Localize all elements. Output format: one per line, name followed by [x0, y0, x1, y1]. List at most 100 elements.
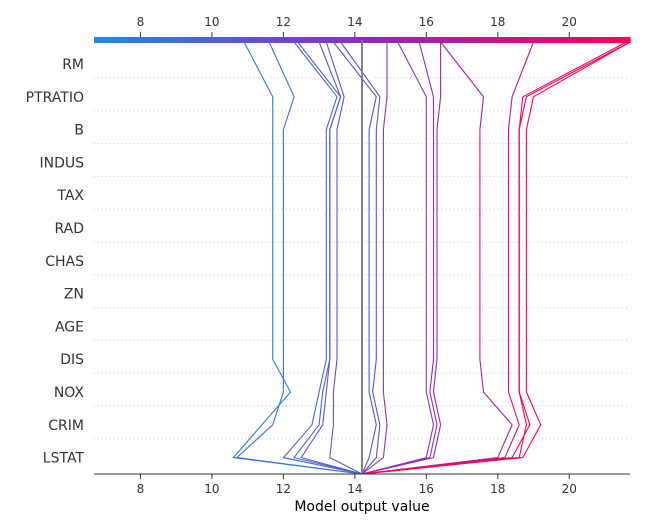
decision-line	[340, 41, 381, 475]
color-bar-segment	[402, 37, 408, 43]
color-bar-segment	[214, 37, 220, 43]
x-tick-label-top: 20	[562, 15, 577, 29]
color-bar-segment	[120, 37, 126, 43]
color-bar-segment	[621, 37, 627, 43]
color-bar-segment	[178, 37, 184, 43]
color-bar-segment	[388, 37, 394, 43]
color-bar-segment	[125, 37, 131, 43]
color-bar-segment	[335, 37, 341, 43]
color-bar-segment	[513, 37, 519, 43]
color-bar-segment	[429, 37, 435, 43]
color-bar-segment	[366, 37, 372, 43]
color-bar-segment	[420, 37, 426, 43]
color-bar-segment	[549, 37, 555, 43]
color-bar-segment	[348, 37, 354, 43]
color-bar-segment	[357, 37, 363, 43]
decision-line	[361, 41, 438, 475]
color-bar-segment	[504, 37, 510, 43]
decision-line	[361, 41, 435, 475]
decision-line	[325, 41, 363, 475]
color-bar-segment	[263, 37, 269, 43]
color-bar-segment	[339, 37, 345, 43]
color-bar-segment	[241, 37, 247, 43]
color-bar-segment	[129, 37, 135, 43]
color-bar-segment	[277, 37, 283, 43]
color-bar-segment	[518, 37, 524, 43]
color-bar-segment	[379, 37, 385, 43]
x-tick-label-top: 14	[347, 15, 362, 29]
color-bar-segment	[174, 37, 180, 43]
color-bar-segment	[286, 37, 292, 43]
decision-line	[235, 41, 363, 475]
output-color-bar	[94, 37, 631, 43]
color-bar-segment	[446, 37, 452, 43]
color-bar-segment	[205, 37, 211, 43]
color-bar-segment	[165, 37, 171, 43]
decision-line	[300, 41, 363, 475]
color-bar-segment	[107, 37, 113, 43]
color-bar-segment	[156, 37, 162, 43]
color-bar-segment	[201, 37, 207, 43]
feature-label: DIS	[60, 352, 84, 368]
decision-line	[293, 41, 363, 475]
color-bar-segment	[585, 37, 591, 43]
color-bar-segment	[169, 37, 175, 43]
color-bar-segment	[308, 37, 314, 43]
x-tick-label: 16	[419, 482, 434, 496]
color-bar-segment	[576, 37, 582, 43]
feature-label: ZN	[64, 287, 84, 303]
color-bar-segment	[299, 37, 305, 43]
color-bar-segment	[183, 37, 189, 43]
x-tick-label-top: 16	[419, 15, 434, 29]
color-bar-segment	[321, 37, 327, 43]
color-bar-segment	[196, 37, 202, 43]
color-bar-segment	[411, 37, 417, 43]
x-tick-label-top: 18	[490, 15, 505, 29]
feature-label: CRIM	[48, 418, 84, 434]
color-bar-segment	[415, 37, 421, 43]
color-bar-segment	[254, 37, 260, 43]
color-bar-segment	[116, 37, 122, 43]
color-bar-segment	[250, 37, 256, 43]
x-axis: 8 8 10 10 12 12 14 14 16 16 18 18 20 20	[94, 15, 630, 496]
decision-line	[361, 41, 513, 475]
x-axis-title: Model output value	[294, 499, 429, 515]
feature-label: NOX	[54, 385, 85, 401]
decision-line	[361, 41, 627, 475]
color-bar-segment	[567, 37, 573, 43]
feature-label: TAX	[56, 188, 84, 204]
color-bar-segment	[111, 37, 117, 43]
color-bar-segment	[464, 37, 470, 43]
color-bar-segment	[554, 37, 560, 43]
x-tick-label: 18	[490, 482, 505, 496]
color-bar-segment	[598, 37, 604, 43]
color-bar-segment	[290, 37, 296, 43]
color-bar-segment	[540, 37, 546, 43]
color-bar-segment	[460, 37, 466, 43]
color-bar-segment	[603, 37, 609, 43]
color-bar-segment	[612, 37, 618, 43]
decision-line	[361, 41, 631, 475]
x-tick-label: 12	[276, 482, 291, 496]
color-bar-segment	[192, 37, 198, 43]
color-bar-segment	[433, 37, 439, 43]
color-bar-segment	[397, 37, 403, 43]
color-bar-segment	[138, 37, 144, 43]
color-bar-segment	[228, 37, 234, 43]
decision-line	[361, 41, 535, 475]
x-tick-label: 8	[137, 482, 145, 496]
color-bar-segment	[281, 37, 287, 43]
color-bar-segment	[496, 37, 502, 43]
color-bar-segment	[98, 37, 104, 43]
color-bar-segment	[571, 37, 577, 43]
color-bar-segment	[589, 37, 595, 43]
decision-line	[282, 41, 363, 475]
color-bar-segment	[370, 37, 376, 43]
color-bar-segment	[545, 37, 551, 43]
feature-label: RAD	[54, 221, 84, 237]
color-bar-segment	[147, 37, 153, 43]
color-bar-segment	[187, 37, 193, 43]
color-bar-segment	[607, 37, 613, 43]
color-bar-segment	[330, 37, 336, 43]
